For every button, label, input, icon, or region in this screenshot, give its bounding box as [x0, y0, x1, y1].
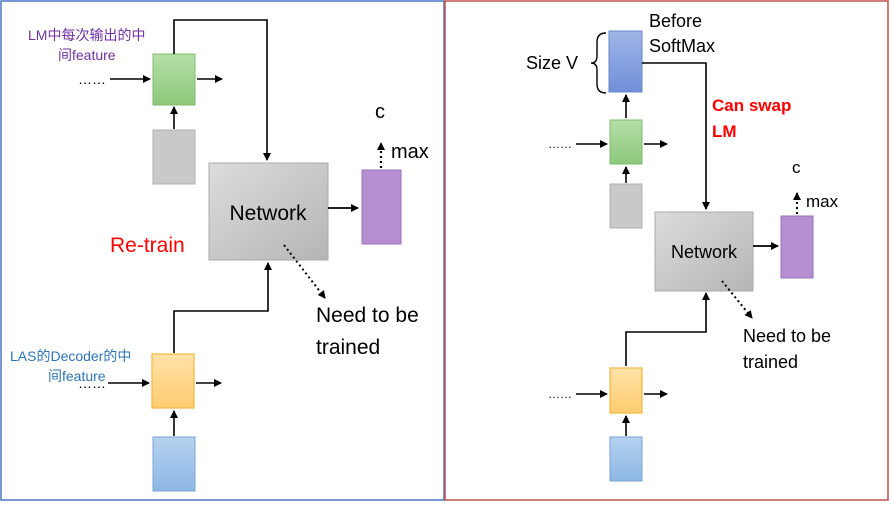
before-label-line2: SoftMax: [649, 36, 715, 56]
lm-caption-line2: 间feature: [58, 47, 116, 63]
left-output-box: [361, 169, 402, 245]
left-output-symbol: c: [375, 101, 385, 123]
swap-label-line1: Can swap: [712, 96, 791, 115]
right-need-train-line2: trained: [743, 352, 798, 372]
right-max-label: max: [806, 192, 839, 211]
right-output-symbol: c: [792, 158, 801, 177]
swap-label-line2: LM: [712, 122, 737, 141]
right-network-label: Network: [671, 242, 738, 262]
before-softmax-box: [608, 30, 643, 93]
right-dots-top: ……: [548, 137, 572, 151]
las-caption-line1: LAS的Decoder的中: [10, 348, 131, 364]
las-input-box: [152, 436, 196, 492]
right-need-train-line1: Need to be: [743, 326, 831, 346]
right-las-input-box: [609, 436, 643, 482]
lm-feature-box: [152, 53, 196, 106]
size-v-label: Size V: [526, 53, 578, 73]
las-feature-box: [151, 353, 195, 409]
right-panel-border: [444, 0, 889, 501]
right-output-box: [780, 215, 814, 279]
right-lm-input-box: [609, 183, 643, 229]
left-network-box: [208, 162, 329, 261]
need-train-dotted-arrow: [283, 244, 326, 299]
right-las-feature-box: [609, 367, 643, 414]
lm-input-box: [152, 129, 196, 185]
lm-to-right-network-connector: [642, 62, 710, 210]
lm-to-network-connector: [173, 19, 271, 161]
retrain-label: Re-train: [110, 234, 185, 257]
right-network-box: [654, 211, 754, 292]
right-las-to-network-connector: [625, 292, 710, 366]
left-need-train-line1: Need to be: [316, 304, 419, 327]
left-network-label: Network: [229, 202, 307, 225]
before-label-line1: Before: [649, 11, 702, 31]
left-panel-border: [0, 0, 445, 501]
lm-caption-line1: LM中每次输出的中: [28, 27, 145, 43]
right-dots-bottom: ……: [548, 387, 572, 401]
size-brace: [590, 32, 607, 94]
left-dots-top: ……: [78, 71, 106, 87]
las-caption-line2: 间feature: [48, 368, 106, 384]
left-max-label: max: [391, 141, 429, 163]
left-dots-bottom: ……: [78, 375, 106, 391]
right-lm-feature-box: [609, 119, 643, 165]
left-need-train-line2: trained: [316, 336, 380, 359]
las-to-network-connector: [173, 262, 272, 353]
